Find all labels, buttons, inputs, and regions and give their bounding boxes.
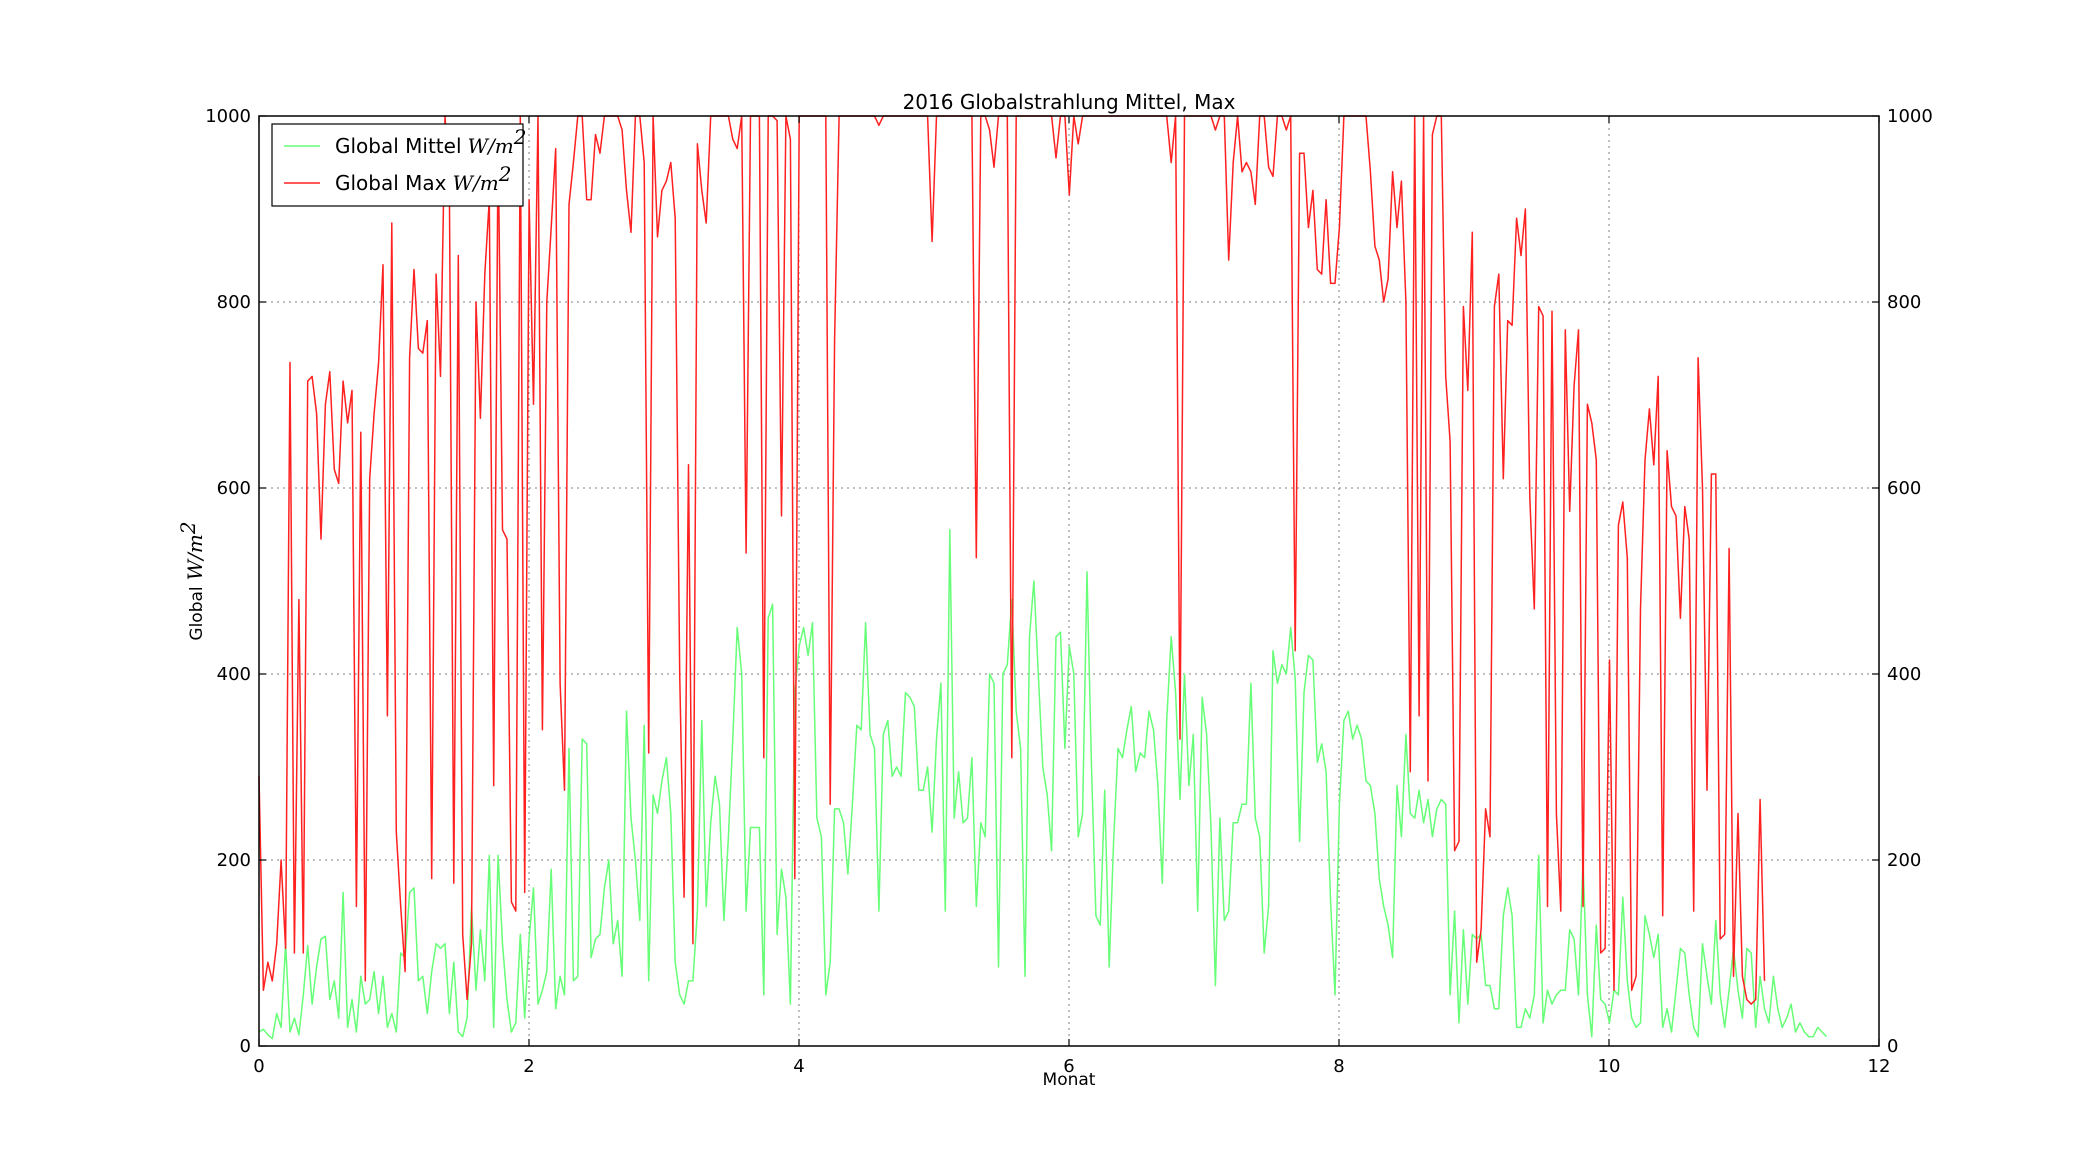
legend-entry-max: Global Max W/m2 xyxy=(335,162,512,195)
y-tick-label-right: 1000 xyxy=(1887,106,1933,127)
svg-text:GlobalW/m2: Global W/m2 xyxy=(176,521,207,640)
y-tick-label-right: 800 xyxy=(1887,292,1921,313)
legend-label-max: Global Max xyxy=(335,171,447,195)
legend-box xyxy=(271,123,524,207)
x-tick-label: 6 xyxy=(1063,1056,1074,1077)
x-tick-label: 8 xyxy=(1333,1056,1344,1077)
y-tick-label-left: 200 xyxy=(217,850,251,871)
legend: Global Mittel W/m2 Global Max W/m2 xyxy=(271,123,527,207)
legend-label-mittel: Global Mittel xyxy=(335,134,462,158)
y-tick-label-left: 600 xyxy=(217,478,251,499)
x-tick-label: 10 xyxy=(1598,1056,1621,1077)
chart-title: 2016 Globalstrahlung Mittel, Max xyxy=(903,90,1236,114)
legend-entry-mittel: Global Mittel W/m2 xyxy=(335,125,527,158)
legend-unit-max: W/m xyxy=(453,171,499,195)
legend-unit-exp-mittel: 2 xyxy=(513,125,527,149)
y-tick-label-left: 400 xyxy=(217,664,251,685)
x-tick-label: 12 xyxy=(1868,1056,1891,1077)
x-tick-label: 0 xyxy=(253,1056,264,1077)
legend-unit-mittel: W/m xyxy=(468,134,514,158)
x-tick-label: 2 xyxy=(523,1056,534,1077)
x-tick-label: 4 xyxy=(793,1056,804,1077)
y-tick-label-left: 1000 xyxy=(205,106,251,127)
y-tick-label-right: 200 xyxy=(1887,850,1921,871)
y-tick-label-right: 400 xyxy=(1887,664,1921,685)
y-tick-label-right: 600 xyxy=(1887,478,1921,499)
y-tick-label-left: 800 xyxy=(217,292,251,313)
series-line-max xyxy=(258,115,1766,1005)
y-axis-label-text: Global xyxy=(187,586,207,640)
y-axis-label: Global W/m2 xyxy=(176,521,207,640)
series-layer xyxy=(258,115,1828,1040)
series-line-mittel xyxy=(258,529,1828,1040)
y-axis-label-unit-exp: 2 xyxy=(176,521,200,535)
y-tick-label-right: 0 xyxy=(1887,1036,1898,1057)
y-axis-label-unit: W/m xyxy=(183,534,207,580)
y-tick-label-left: 0 xyxy=(240,1036,251,1057)
x-axis-label: Monat xyxy=(1043,1070,1096,1090)
legend-unit-exp-max: 2 xyxy=(498,162,512,186)
